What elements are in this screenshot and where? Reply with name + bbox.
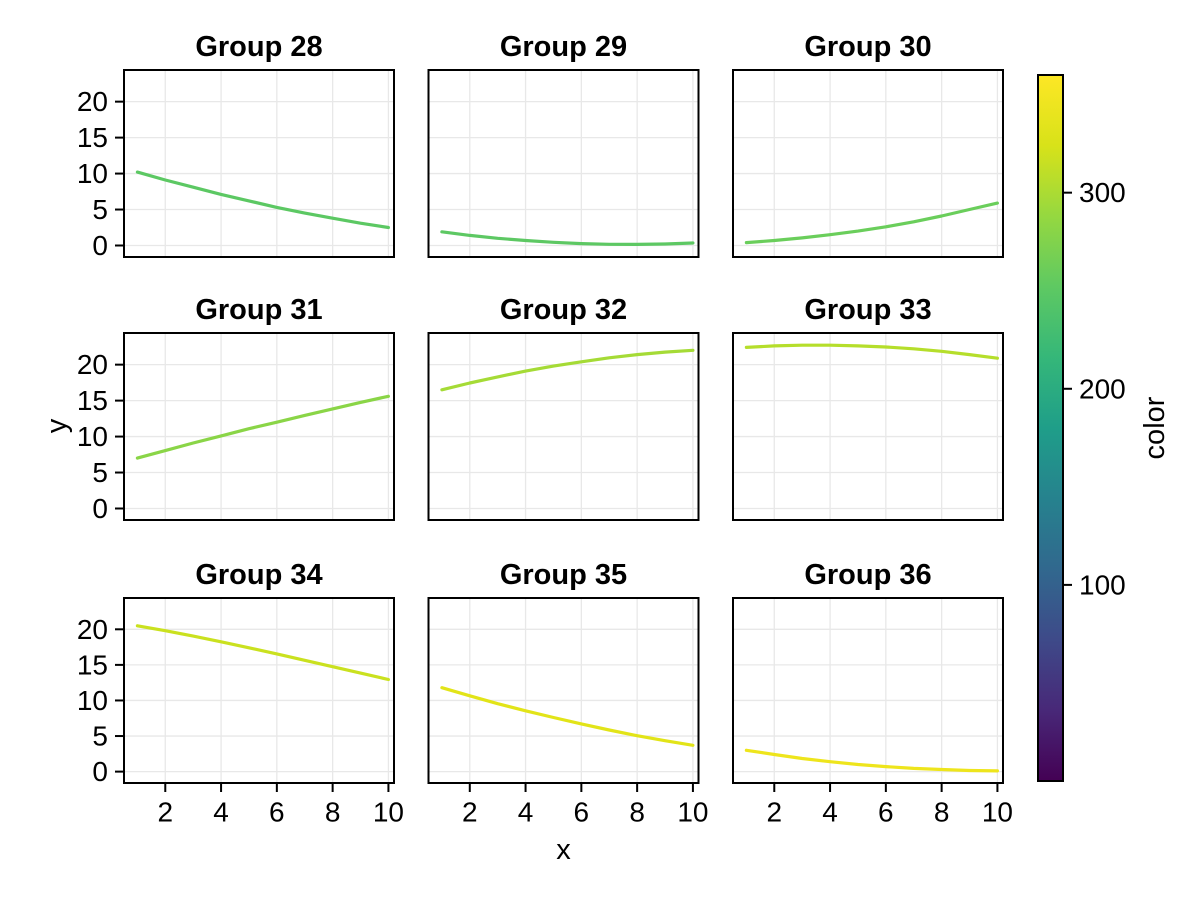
facet-title: Group 30 [804,31,931,63]
x-tick-label: 6 [574,797,590,828]
facet-title: Group 33 [804,294,931,326]
x-tick-label: 8 [325,797,341,828]
x-tick-label: 2 [462,797,478,828]
facet-title: Group 28 [195,31,322,63]
panel-frame [732,332,1004,521]
x-tick-label: 6 [269,797,285,828]
y-axis-label: y [41,418,73,433]
facet-title: Group 34 [195,559,322,591]
facet-panel [428,70,699,257]
facet-panel [124,598,394,783]
x-tick-label: 4 [213,797,229,828]
data-line [744,201,1000,245]
x-tick-label: 2 [766,797,782,828]
data-line [744,748,1000,773]
x-axis-label: x [556,834,571,866]
colorbar-tick-label: 200 [1079,373,1126,404]
facet-panel [733,333,1003,520]
x-tick-label: 10 [982,797,1013,828]
panel-frame [427,69,700,258]
data-line [135,170,390,230]
y-tick-label: 15 [77,122,108,153]
y-tick-label: 10 [77,685,108,716]
y-tick-label: 20 [77,614,108,645]
x-tick-label: 10 [677,797,708,828]
colorbar-label: color [1139,396,1171,459]
colorbar-tick-label: 100 [1079,569,1126,600]
y-tick-label: 0 [92,493,108,524]
panel-frame [123,332,395,521]
y-tick-label: 0 [92,756,108,787]
panel-frame [123,597,395,784]
facet-title: Group 29 [500,31,627,63]
x-tick-label: 4 [518,797,534,828]
x-tick-label: 6 [878,797,894,828]
colorbar-frame [1037,74,1064,782]
facet-title: Group 32 [500,294,627,326]
y-tick-label: 20 [77,349,108,380]
x-tick-label: 4 [822,797,838,828]
y-tick-label: 15 [77,385,108,416]
y-tick-label: 20 [77,86,108,117]
colorbar-tick-label: 300 [1079,177,1126,208]
panel-frame [732,69,1004,258]
data-line [440,686,695,747]
x-tick-label: 8 [934,797,950,828]
y-tick-label: 5 [92,194,108,225]
panel-frame [427,597,700,784]
data-line [135,624,390,682]
y-tick-label: 10 [77,158,108,189]
y-tick-label: 5 [92,457,108,488]
panel-frame [123,69,395,258]
facet-title: Group 31 [195,294,322,326]
colorbar-gradient [1038,75,1063,781]
y-tick-label: 15 [77,649,108,680]
panel-frame [427,332,700,521]
data-line [135,394,390,460]
data-line [440,230,695,246]
facet-title: Group 36 [804,559,931,591]
x-tick-label: 2 [157,797,173,828]
y-tick-label: 0 [92,230,108,261]
facet-title: Group 35 [500,559,627,591]
panel-frame [732,597,1004,784]
facet-panel [428,598,699,783]
x-tick-label: 8 [629,797,645,828]
x-tick-label: 10 [373,797,404,828]
y-tick-label: 5 [92,721,108,752]
data-line [440,348,695,392]
facet-panel [124,70,394,257]
data-line [744,343,1000,360]
facet-panel [428,333,699,520]
y-tick-label: 10 [77,421,108,452]
